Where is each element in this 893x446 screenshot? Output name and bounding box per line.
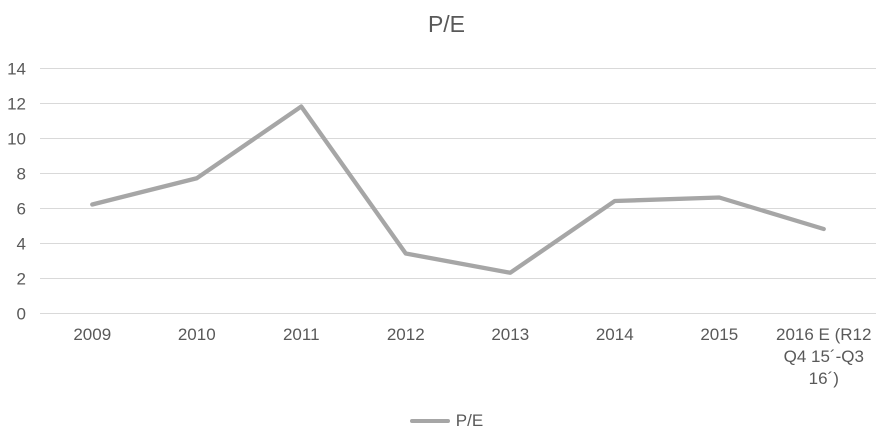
x-tick-label: 2011 xyxy=(283,325,320,344)
series-line-pe xyxy=(90,104,826,275)
x-tick-label: 2016 E (R12 Q4 15´-Q3 16´) xyxy=(776,325,871,388)
x-tick-label: 2010 xyxy=(178,325,216,344)
y-tick-label: 2 xyxy=(17,270,26,289)
x-tick-label: 2009 xyxy=(73,325,111,344)
y-tick-label: 8 xyxy=(17,165,26,184)
x-tick-label: 2014 xyxy=(596,325,634,344)
y-tick-label: 12 xyxy=(7,95,26,114)
y-tick-label: 14 xyxy=(7,60,26,79)
legend-line-marker xyxy=(409,419,450,423)
y-tick-label: 6 xyxy=(17,200,26,219)
legend: P/E xyxy=(0,410,893,432)
legend-series-label: P/E xyxy=(455,411,484,430)
y-tick-label: 4 xyxy=(17,235,26,254)
x-tick-label: 2013 xyxy=(491,325,529,344)
y-tick-label: 10 xyxy=(7,130,26,149)
x-tick-label: 2015 xyxy=(700,325,738,344)
chart-title: P/E xyxy=(427,11,466,37)
x-tick-label: 2012 xyxy=(387,325,425,344)
y-tick-label: 0 xyxy=(17,305,26,324)
